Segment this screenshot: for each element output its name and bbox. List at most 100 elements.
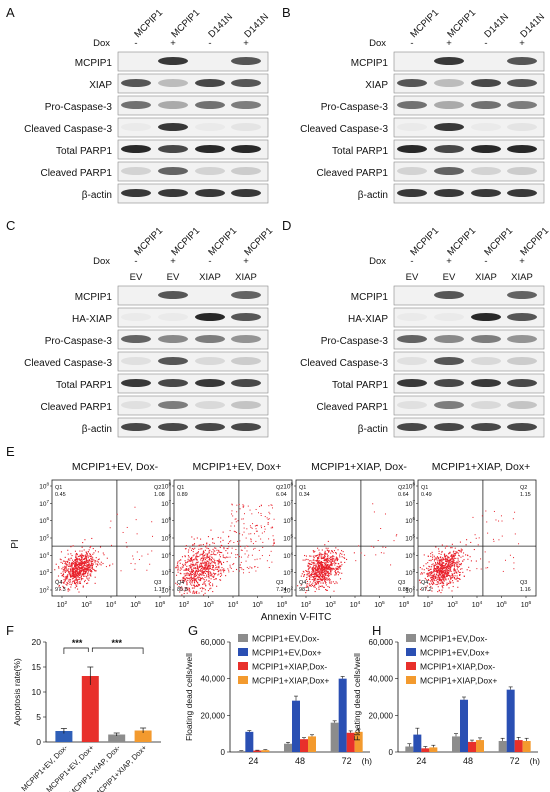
flow-dot <box>192 587 194 589</box>
grouped-y-tick: 40,000 <box>201 675 226 684</box>
flow-dot <box>330 561 332 563</box>
flow-dot <box>315 583 318 585</box>
flow-dot <box>201 560 203 562</box>
flow-dot <box>462 555 464 557</box>
blot-band-shape <box>195 357 225 365</box>
flow-dot <box>77 581 79 583</box>
flow-dot <box>330 563 332 565</box>
flow-dot <box>423 565 425 567</box>
flow-dot <box>453 555 455 557</box>
flow-y-axis-label: PI <box>10 539 21 548</box>
blot-band-shape <box>231 357 261 365</box>
flow-dot <box>427 575 429 577</box>
flow-dot <box>326 575 328 577</box>
flow-dot <box>185 548 187 550</box>
flow-dot <box>210 572 212 574</box>
flow-dot <box>204 559 206 561</box>
flow-dot <box>80 579 82 581</box>
flow-dot <box>183 569 185 571</box>
flow-dot <box>421 568 423 570</box>
flow-dot <box>73 560 75 563</box>
flow-dot <box>335 553 337 555</box>
flow-dot <box>255 525 257 527</box>
flow-dot <box>320 574 322 576</box>
flow-dot <box>206 556 208 558</box>
flow-dot <box>319 580 321 582</box>
flow-dot <box>335 557 337 559</box>
flow-dot <box>197 577 199 579</box>
flow-dot <box>196 573 198 575</box>
flow-dot <box>306 584 308 586</box>
flow-dot <box>258 535 260 537</box>
blot-band-shape <box>158 313 188 321</box>
flow-dot <box>441 565 443 567</box>
flow-dot <box>62 571 64 573</box>
flow-dot <box>106 557 108 559</box>
flow-dot <box>215 564 217 566</box>
flow-dot <box>99 546 102 548</box>
flow-dot <box>452 555 455 557</box>
flow-dot <box>502 570 504 572</box>
flow-dot <box>83 575 85 577</box>
blot-band <box>195 335 225 343</box>
flow-dot <box>85 562 87 565</box>
flow-dot <box>246 528 248 530</box>
flow-dot <box>190 575 192 577</box>
quadrant-value: 0.64 <box>398 492 409 498</box>
flow-dot <box>426 573 428 575</box>
flow-dot <box>332 552 334 554</box>
flow-dot <box>447 566 449 568</box>
flow-dot <box>462 571 464 573</box>
flow-dot <box>262 546 264 548</box>
flow-dot <box>436 571 438 573</box>
panel-letter-F: F <box>6 623 14 638</box>
flow-dot <box>78 574 80 576</box>
flow-dot <box>210 587 212 589</box>
flow-dot <box>62 573 65 575</box>
flow-dot <box>441 581 443 583</box>
blot-band-shape <box>397 401 427 409</box>
flow-dot <box>191 571 193 573</box>
flow-dot <box>84 557 86 559</box>
flow-dot <box>136 533 138 535</box>
blot-band-shape <box>158 291 188 299</box>
dox-sign: + <box>170 256 176 267</box>
flow-dot <box>74 565 76 567</box>
grouped-bar <box>429 747 438 752</box>
blot-band-shape <box>507 57 537 65</box>
flow-dot <box>220 569 222 571</box>
flow-dot <box>193 590 195 592</box>
flow-dot <box>59 558 61 560</box>
blot-band-shape <box>434 379 464 387</box>
flow-dot <box>83 566 85 568</box>
flow-dot <box>71 567 73 569</box>
flow-dot <box>183 592 185 595</box>
flow-dot <box>318 560 320 562</box>
flow-dot <box>434 564 436 566</box>
flow-dot <box>443 584 445 586</box>
flow-dot <box>69 581 71 583</box>
flow-dot <box>333 562 335 564</box>
flow-dot <box>444 547 446 549</box>
grouped-bar <box>308 736 316 752</box>
blot-band <box>397 335 427 343</box>
flow-dot <box>427 578 429 581</box>
flow-dot <box>312 569 314 571</box>
flow-dot <box>209 581 211 584</box>
flow-dot <box>188 588 190 590</box>
flow-dot <box>190 557 192 560</box>
flow-dot <box>428 583 430 585</box>
blot-band <box>434 123 464 131</box>
flow-dot <box>314 578 316 580</box>
flow-dot <box>451 576 453 578</box>
blot-box <box>117 285 269 306</box>
flow-dot <box>67 580 69 582</box>
flow-dot <box>324 554 326 556</box>
flow-dot <box>439 559 441 561</box>
flow-dot <box>64 571 66 573</box>
flow-dot <box>435 583 437 586</box>
flow-dot <box>448 574 450 577</box>
flow-dot <box>317 568 319 570</box>
flow-dot <box>134 506 136 508</box>
flow-dot <box>194 547 196 549</box>
